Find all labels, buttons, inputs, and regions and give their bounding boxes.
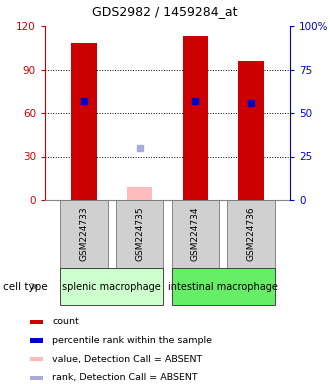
Text: rank, Detection Call = ABSENT: rank, Detection Call = ABSENT [52,373,198,382]
Text: GSM224734: GSM224734 [191,207,200,261]
Bar [60,200,108,268]
Bar [172,200,219,268]
Bar [30,376,43,380]
Bar [30,319,43,324]
Bar [127,187,152,200]
Text: intestinal macrophage: intestinal macrophage [168,281,278,291]
Text: GSM224733: GSM224733 [80,207,88,262]
Text: value, Detection Call = ABSENT: value, Detection Call = ABSENT [52,355,203,364]
Bar [116,200,163,268]
Text: GSM224735: GSM224735 [135,207,144,262]
Bar [183,36,208,200]
Bar [30,338,43,343]
Text: percentile rank within the sample: percentile rank within the sample [52,336,213,345]
Text: GSM224736: GSM224736 [247,207,255,262]
Bar [60,268,163,305]
Text: count: count [52,317,79,326]
Bar [227,200,275,268]
Bar [239,61,264,200]
Bar [72,43,96,200]
Text: splenic macrophage: splenic macrophage [62,281,161,291]
Bar [30,357,43,361]
Bar [172,268,275,305]
Text: GDS2982 / 1459284_at: GDS2982 / 1459284_at [92,5,238,18]
Text: cell type: cell type [3,281,48,291]
